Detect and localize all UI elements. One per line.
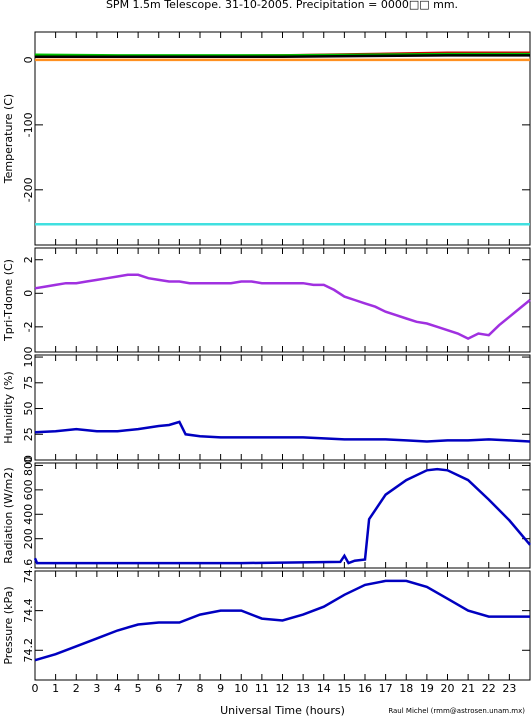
x-tick-label: 10 [234, 682, 248, 695]
x-tick-label: 9 [217, 682, 224, 695]
panel-frame [34, 31, 531, 246]
y-tick-label: 0 [22, 56, 35, 63]
y-tick-label: 0 [22, 290, 35, 297]
x-tick-label: 12 [276, 682, 290, 695]
y-tick-label: 0 [22, 457, 35, 464]
x-tick-label: 23 [502, 682, 516, 695]
y-tick-label: 400 [22, 504, 35, 525]
x-tick-label: 5 [135, 682, 142, 695]
data-line [35, 54, 530, 58]
data-line [34, 579, 530, 662]
data-line [33, 467, 531, 565]
x-tick-label: 11 [255, 682, 269, 695]
y-tick-label: -100 [22, 112, 35, 137]
x-tick-label: 7 [176, 682, 183, 695]
x-tick-label: 22 [482, 682, 496, 695]
x-tick-label: 18 [399, 682, 413, 695]
y-tick-label: 75 [22, 376, 35, 390]
data-line [34, 273, 531, 340]
data-line [34, 52, 530, 57]
panel-frame [34, 354, 531, 461]
panel-frame [34, 570, 531, 681]
x-tick-label: 14 [317, 682, 331, 695]
y-tick-label: 74.2 [22, 638, 35, 663]
x-tick-label: 1 [52, 682, 59, 695]
y-tick-label: 25 [22, 427, 35, 441]
x-tick-label: 4 [114, 682, 121, 695]
x-tick-label: 3 [93, 682, 100, 695]
x-tick-label: 2 [73, 682, 80, 695]
y-tick-label: -2 [22, 321, 35, 332]
x-tick-label: 21 [461, 682, 475, 695]
x-tick-label: 17 [379, 682, 393, 695]
y-tick-label: -200 [22, 177, 35, 202]
y-tick-label: 100 [22, 347, 35, 368]
x-tick-label: 6 [155, 682, 162, 695]
x-tick-label: 19 [420, 682, 434, 695]
panel-frame [34, 247, 531, 353]
y-tick-label: 800 [22, 455, 35, 476]
data-line [34, 420, 531, 443]
x-tick-label: 15 [337, 682, 351, 695]
x-tick-label: 20 [441, 682, 455, 695]
y-axis-label: Temperature (C) [2, 94, 15, 184]
y-tick-label: 50 [22, 402, 35, 416]
y-axis-label: Radiation (W/m2) [2, 467, 15, 563]
credit: Raul Michel (rmm@astrosen.unam.mx) [388, 707, 525, 715]
y-tick-label: 2 [22, 256, 35, 263]
y-tick-label: 74.6 [22, 559, 35, 584]
y-tick-label: 74.4 [22, 598, 35, 623]
x-axis-label: Universal Time (hours) [220, 704, 345, 717]
y-axis-label: Tpri-Tdome (C) [2, 259, 15, 342]
x-tick-label: 0 [32, 682, 39, 695]
y-tick-label: 600 [22, 479, 35, 500]
x-tick-label: 13 [296, 682, 310, 695]
y-tick-label: 200 [22, 528, 35, 549]
y-axis-label: Humidity (%) [2, 371, 15, 443]
panel-frame [34, 462, 531, 569]
y-axis-label: Pressure (kPa) [2, 586, 15, 664]
x-tick-label: 16 [358, 682, 372, 695]
x-tick-label: 8 [197, 682, 204, 695]
chart-title: SPM 1.5m Telescope. 31-10-2005. Precipit… [106, 0, 458, 11]
